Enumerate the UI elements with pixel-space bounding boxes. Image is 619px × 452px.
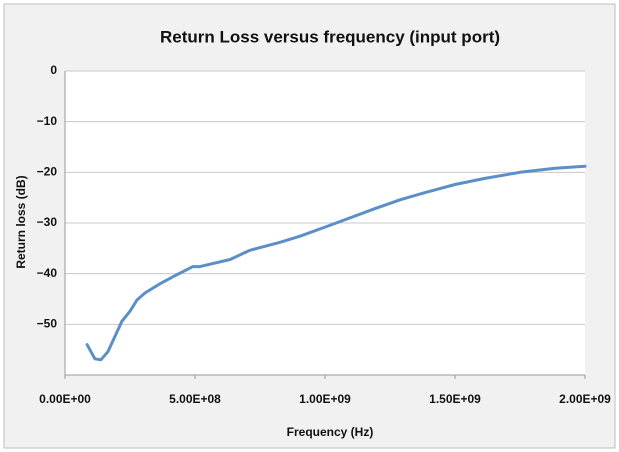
y-tick-label: −10 <box>37 114 58 128</box>
y-tick-label: −50 <box>37 317 58 331</box>
x-tick-label: 1.00E+09 <box>299 392 351 406</box>
chart-title: Return Loss versus frequency (input port… <box>160 27 500 46</box>
x-tick-label: 0.00E+00 <box>39 392 91 406</box>
y-tick-label: −20 <box>37 165 58 179</box>
x-tick-label: 1.50E+09 <box>429 392 481 406</box>
y-tick-label: 0 <box>50 63 57 77</box>
y-tick-label: −40 <box>37 266 58 280</box>
y-axis-label: Return loss (dB) <box>14 175 28 268</box>
x-tick-label: 2.00E+09 <box>559 392 611 406</box>
y-tick-label: −30 <box>37 215 58 229</box>
x-tick-label: 5.00E+08 <box>169 392 221 406</box>
x-axis-label: Frequency (Hz) <box>287 425 374 439</box>
data-line <box>85 164 587 362</box>
